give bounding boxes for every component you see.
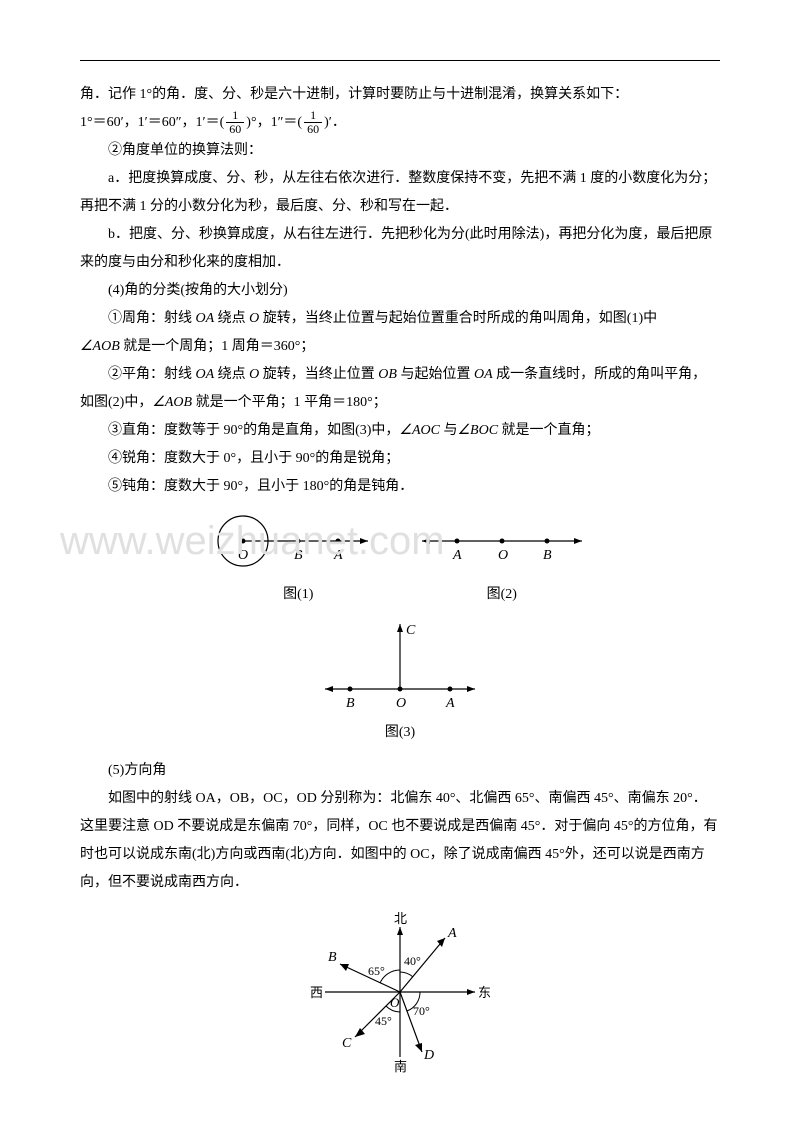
para-4: b．把度、分、秒换算成度，从右往左进行．先把秒化为分(此时用除法)，再把分化为度… <box>80 221 720 277</box>
fig1-label: 图(1) <box>198 581 398 609</box>
figure-3-row: B O A C <box>80 619 720 709</box>
svg-text:65°: 65° <box>368 964 385 978</box>
para-12: 如图中的射线 OA，OB，OC，OD 分别称为：北偏东 40°、北偏西 65°、… <box>80 785 720 897</box>
svg-text:南: 南 <box>394 1059 407 1074</box>
svg-text:B: B <box>346 696 355 709</box>
para-11: (5)方向角 <box>80 757 720 785</box>
svg-text:A: A <box>333 548 343 563</box>
figure-labels-1: 图(1) 图(2) <box>80 581 720 609</box>
para-5: (4)角的分类(按角的大小划分) <box>80 277 720 305</box>
svg-text:B: B <box>543 548 552 563</box>
svg-text:O: O <box>238 548 248 563</box>
figure-2: A O B <box>402 511 602 571</box>
para-3: a．把度换算成度、分、秒，从左往右依次进行．整数度保持不变，先把不满 1 度的小… <box>80 165 720 221</box>
svg-text:40°: 40° <box>404 954 421 968</box>
svg-text:C: C <box>342 1036 352 1051</box>
svg-text:45°: 45° <box>375 1014 392 1028</box>
para-6b: ∠AOB 就是一个周角；1 周角＝360°； <box>80 333 720 361</box>
svg-text:A: A <box>445 696 455 709</box>
svg-text:西: 西 <box>310 985 323 1000</box>
figure-1: O B A <box>198 511 398 571</box>
svg-text:70°: 70° <box>413 1004 430 1018</box>
figure-row-1: O B A A O B <box>80 511 720 571</box>
frac-1: 160 <box>226 109 244 136</box>
compass-figure: 北 南 东 西 A B C D O 40° 65° 70° 45° <box>80 907 720 1077</box>
formula-suffix: ′． <box>329 115 346 130</box>
svg-text:D: D <box>423 1048 434 1063</box>
para-2: ②角度单位的换算法则： <box>80 137 720 165</box>
para-7: ②平角：射线 OA 绕点 O 旋转，当终止位置 OB 与起始位置 OA 成一条直… <box>80 361 720 417</box>
figure-3-label: 图(3) <box>80 719 720 747</box>
formula-line: 1°＝60′，1′＝60″，1′＝(160)°，1″＝(160)′． <box>80 109 720 137</box>
frac-2: 160 <box>304 109 322 136</box>
svg-text:O: O <box>498 548 508 563</box>
para-9: ④锐角：度数大于 0°，且小于 90°的角是锐角； <box>80 445 720 473</box>
figure-3: B O A C <box>310 619 490 709</box>
para-6: ①周角：射线 OA 绕点 O 旋转，当终止位置与起始位置重合时所成的角叫周角，如… <box>80 305 720 333</box>
svg-text:O: O <box>396 696 406 709</box>
svg-text:东: 东 <box>478 985 491 1000</box>
svg-text:B: B <box>328 950 337 965</box>
svg-text:北: 北 <box>394 911 407 926</box>
para-10: ⑤钝角：度数大于 90°，且小于 180°的角是钝角． <box>80 473 720 501</box>
para-8: ③直角：度数等于 90°的角是直角，如图(3)中，∠AOC 与∠BOC 就是一个… <box>80 417 720 445</box>
fig2-label: 图(2) <box>402 581 602 609</box>
formula-prefix: 1°＝60′，1′＝60″，1′＝ <box>80 115 220 130</box>
formula-mid: °，1″＝ <box>251 115 297 130</box>
svg-text:O: O <box>390 995 400 1010</box>
svg-text:A: A <box>452 548 462 563</box>
svg-text:A: A <box>447 926 457 941</box>
para-1: 角．记作 1°的角．度、分、秒是六十进制，计算时要防止与十进制混淆，换算关系如下… <box>80 81 720 109</box>
svg-text:C: C <box>406 623 416 638</box>
svg-text:B: B <box>294 548 303 563</box>
